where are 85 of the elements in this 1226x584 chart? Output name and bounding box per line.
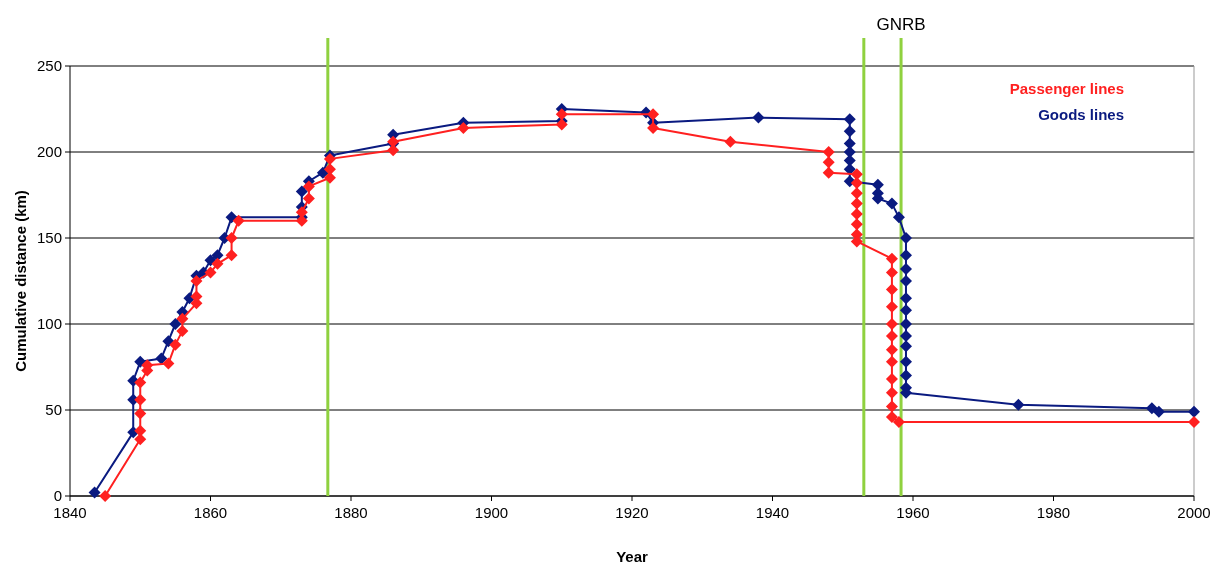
point: [899, 318, 912, 330]
point: [225, 232, 238, 244]
point: [899, 369, 912, 382]
point: [162, 357, 175, 370]
text: Passenger lines: [1009, 80, 1124, 97]
point: [885, 386, 898, 399]
point: [1188, 416, 1200, 429]
point: [899, 232, 912, 244]
point: [899, 292, 912, 305]
point: [885, 283, 898, 296]
point: [176, 312, 189, 325]
x-tick-label: 1860: [193, 504, 228, 521]
y-tick-label: 150: [36, 229, 62, 247]
point: [885, 330, 898, 343]
point: [892, 416, 905, 429]
point: [885, 300, 898, 313]
point: [899, 355, 912, 368]
point: [822, 156, 835, 169]
point: [204, 266, 217, 279]
point: [211, 257, 224, 270]
point: [899, 275, 912, 287]
x-axis-title: Year: [616, 548, 649, 565]
point: [892, 211, 905, 224]
point: [899, 304, 912, 317]
point: [647, 108, 660, 121]
point: [850, 187, 863, 200]
point: [169, 318, 182, 330]
point: [162, 335, 175, 348]
x-tick-label: 1900: [474, 504, 509, 521]
point: [822, 166, 835, 179]
point: [302, 180, 315, 193]
point: [295, 185, 308, 198]
point: [134, 407, 147, 420]
point: [885, 343, 898, 356]
point: [457, 121, 470, 134]
y-tick-label: 0: [53, 487, 62, 505]
point: [190, 275, 203, 287]
point: [885, 252, 898, 265]
point: [843, 125, 856, 138]
point: [134, 393, 147, 406]
x-tick-label: 1940: [755, 504, 790, 521]
point: [885, 400, 898, 413]
y-tick-label: 250: [36, 57, 62, 75]
y-tick-label: 200: [36, 143, 62, 161]
point: [555, 108, 568, 121]
point: [647, 121, 660, 134]
point: [302, 192, 315, 205]
point: [885, 197, 898, 210]
x-tick-label: 1960: [896, 504, 930, 521]
point: [724, 135, 737, 148]
ref-line-label: GNRB: [876, 15, 926, 34]
point: [99, 490, 112, 502]
text: Goods lines: [1038, 106, 1124, 123]
point: [822, 146, 835, 158]
x-tick-label: 1880: [334, 504, 368, 521]
x-tick-label: 1840: [53, 504, 87, 521]
point: [843, 146, 856, 158]
point: [885, 355, 898, 368]
point: [843, 113, 856, 126]
point: [885, 318, 898, 330]
point: [752, 111, 765, 124]
point: [169, 338, 182, 351]
x-tick-label: 2000: [1177, 504, 1211, 521]
x-tick-label: 1920: [615, 504, 649, 521]
point: [232, 214, 245, 227]
point: [88, 486, 101, 499]
point: [225, 249, 238, 262]
point: [225, 211, 238, 224]
point: [899, 340, 912, 353]
y-tick-label: 100: [36, 315, 62, 333]
point: [899, 249, 912, 262]
point: [850, 197, 863, 210]
point: [155, 352, 168, 365]
point: [1152, 405, 1165, 418]
point: [885, 373, 898, 386]
y-axis-title: Cumulative distance (km): [12, 190, 29, 372]
point: [1012, 398, 1025, 411]
point: [176, 324, 189, 337]
point: [1188, 405, 1200, 418]
point: [850, 218, 863, 231]
point: [134, 376, 147, 389]
point: [885, 266, 898, 279]
x-tick-label: 1980: [1036, 504, 1071, 521]
y-tick-label: 50: [45, 401, 62, 419]
point: [204, 254, 217, 267]
